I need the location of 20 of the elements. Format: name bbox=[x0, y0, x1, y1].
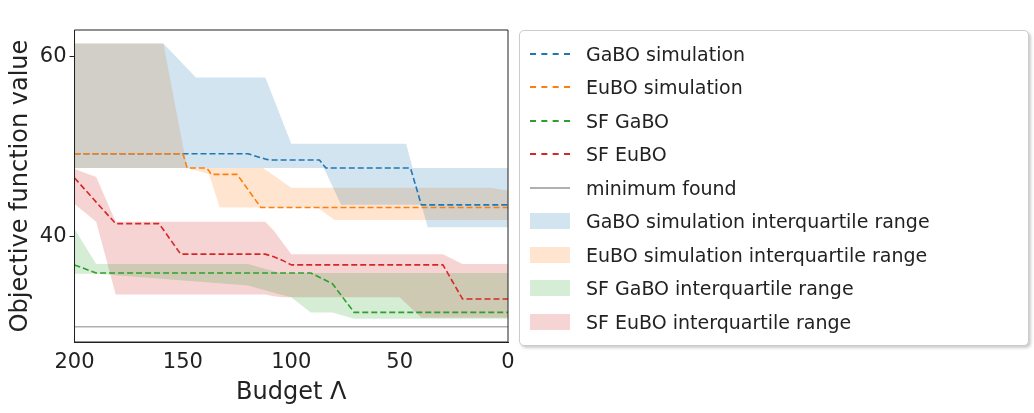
x-tick-label: 0 bbox=[501, 349, 515, 374]
y-tick-label: 40 bbox=[39, 222, 67, 247]
x-tick-label: 100 bbox=[271, 349, 312, 374]
line-series bbox=[74, 264, 508, 314]
text: GaBO simulation interquartile range bbox=[586, 210, 930, 233]
legend-label: SF EuBO bbox=[586, 143, 667, 166]
legend-label: SF GaBO bbox=[586, 109, 670, 132]
legend-label: minimum found bbox=[586, 176, 737, 199]
line-series bbox=[74, 177, 508, 300]
x-axis-title: Budget Λ bbox=[236, 376, 348, 405]
y-axis-title: Objective function value bbox=[4, 39, 33, 333]
y-tick-label: 60 bbox=[39, 43, 67, 68]
x-tick-label: 150 bbox=[162, 349, 203, 374]
text: SF EuBO interquartile range bbox=[586, 310, 852, 333]
legend-label: GaBO simulation bbox=[586, 42, 746, 65]
text: SF GaBO interquartile range bbox=[586, 277, 854, 300]
legend-label: EuBO simulation bbox=[586, 76, 743, 99]
x-tick-label: 50 bbox=[386, 349, 413, 374]
text: EuBO simulation interquartile range bbox=[586, 243, 928, 266]
x-tick-label: 200 bbox=[54, 349, 95, 374]
